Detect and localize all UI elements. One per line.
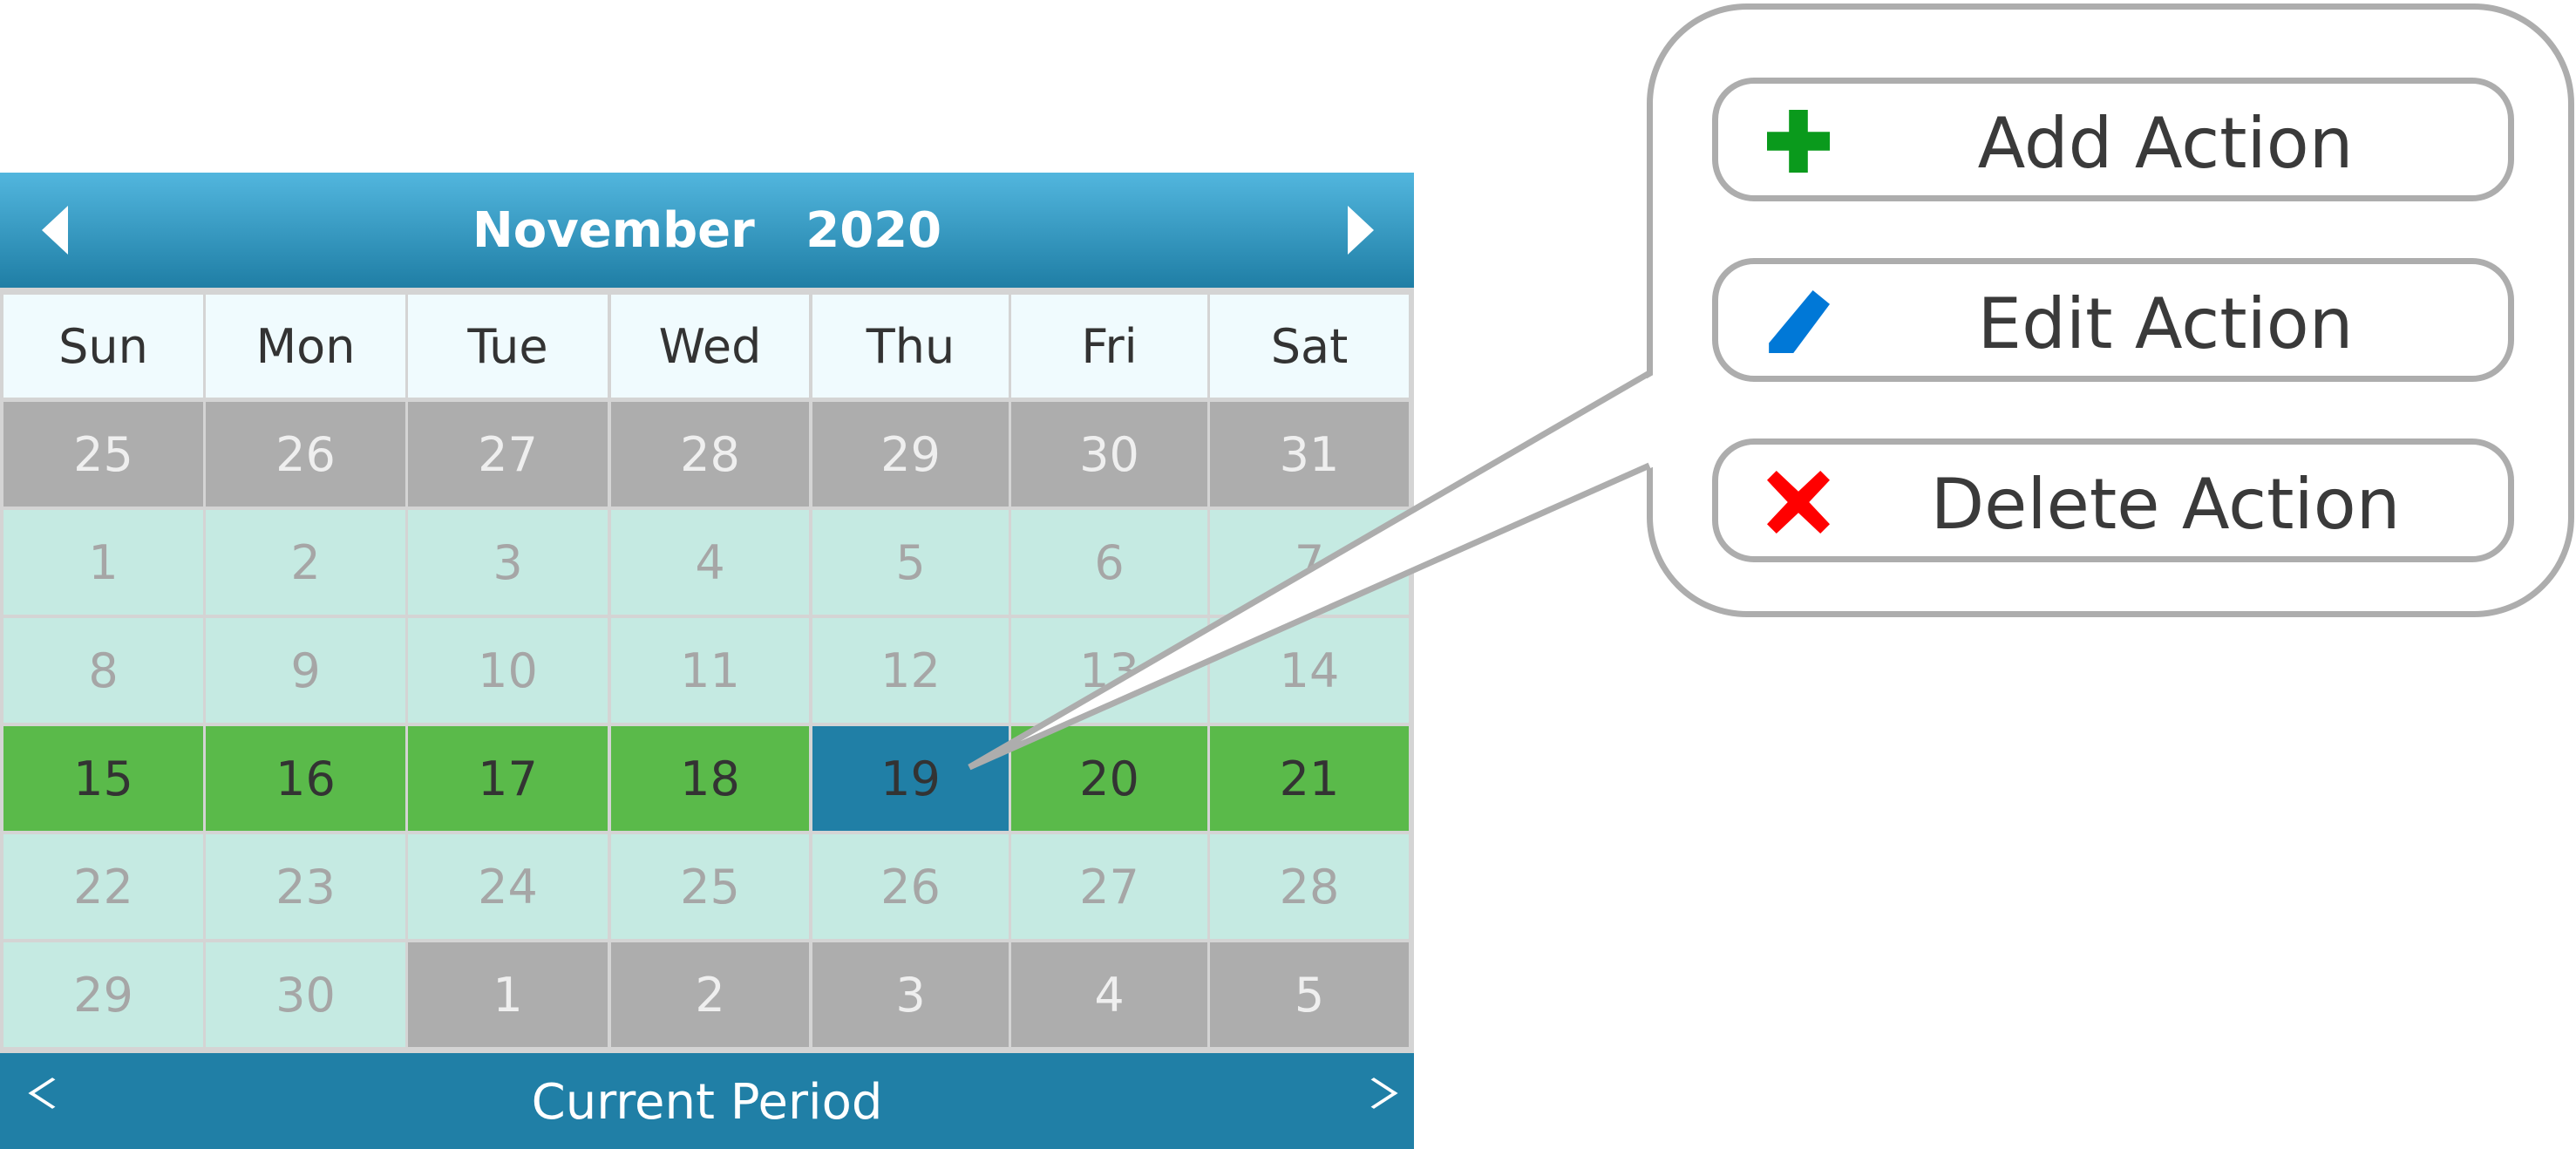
add-action-label: Add Action <box>1977 103 2354 184</box>
day-cell[interactable]: 1 <box>408 942 608 1047</box>
day-cell[interactable]: 13 <box>1011 618 1207 723</box>
delete-action-label: Delete Action <box>1930 464 2401 545</box>
day-cell-selected[interactable]: 19 <box>812 726 1009 831</box>
day-cell[interactable]: 21 <box>1210 726 1409 831</box>
weekday-header-fri: Fri <box>1011 295 1207 398</box>
weekday-header-sat: Sat <box>1210 295 1409 398</box>
add-action-button[interactable]: Add Action <box>1712 78 2514 201</box>
day-cell[interactable]: 3 <box>408 510 608 615</box>
day-cell[interactable]: 10 <box>408 618 608 723</box>
next-month-arrow-icon[interactable] <box>1348 206 1374 255</box>
calendar-footer: Current Period <box>0 1053 1414 1149</box>
day-cell[interactable]: 27 <box>1011 834 1207 939</box>
day-cell[interactable]: 26 <box>206 402 405 507</box>
pencil-icon <box>1769 290 1830 353</box>
day-cell[interactable]: 20 <box>1011 726 1207 831</box>
day-cell[interactable]: 8 <box>3 618 203 723</box>
day-cell[interactable]: 5 <box>812 510 1009 615</box>
day-cell[interactable]: 14 <box>1210 618 1409 723</box>
month-year-title: November 2020 <box>472 202 942 259</box>
day-cell[interactable]: 31 <box>1210 402 1409 507</box>
day-cell[interactable]: 15 <box>3 726 203 831</box>
day-cell[interactable]: 22 <box>3 834 203 939</box>
day-cell[interactable]: 17 <box>408 726 608 831</box>
day-cell[interactable]: 28 <box>1210 834 1409 939</box>
edit-action-button[interactable]: Edit Action <box>1712 258 2514 382</box>
weekday-header-sun: Sun <box>3 295 203 398</box>
day-cell[interactable]: 9 <box>206 618 405 723</box>
day-cell[interactable]: 25 <box>3 402 203 507</box>
day-cell[interactable]: 6 <box>1011 510 1207 615</box>
calendar-header: November 2020 <box>0 173 1414 288</box>
day-cell[interactable]: 4 <box>611 510 809 615</box>
day-cell[interactable]: 23 <box>206 834 405 939</box>
prev-month-arrow-icon[interactable] <box>42 206 68 255</box>
day-cell[interactable]: 4 <box>1011 942 1207 1047</box>
day-cell[interactable]: 5 <box>1210 942 1409 1047</box>
day-cell[interactable]: 18 <box>611 726 809 831</box>
current-period-button[interactable]: Current Period <box>531 1074 883 1131</box>
day-cell[interactable]: 30 <box>1011 402 1207 507</box>
day-cell[interactable]: 2 <box>611 942 809 1047</box>
day-cell[interactable]: 12 <box>812 618 1009 723</box>
weekday-header-wed: Wed <box>611 295 809 398</box>
edit-action-label: Edit Action <box>1977 283 2354 364</box>
day-cell[interactable]: 26 <box>812 834 1009 939</box>
day-cell[interactable]: 16 <box>206 726 405 831</box>
delete-action-button[interactable]: Delete Action <box>1712 439 2514 562</box>
x-icon <box>1767 471 1830 534</box>
day-cell[interactable]: 24 <box>408 834 608 939</box>
day-cell[interactable]: 3 <box>812 942 1009 1047</box>
weekday-header-tue: Tue <box>408 295 608 398</box>
plus-icon <box>1767 110 1830 173</box>
day-cell[interactable]: 7 <box>1210 510 1409 615</box>
calendar: November 2020 Sun Mon Tue Wed Thu Fri Sat 25 26 2… <box>0 173 1414 1149</box>
day-cell[interactable]: 2 <box>206 510 405 615</box>
weekday-header-thu: Thu <box>812 295 1009 398</box>
day-cell[interactable]: 25 <box>611 834 809 939</box>
day-cell[interactable]: 29 <box>812 402 1009 507</box>
day-cell[interactable]: 27 <box>408 402 608 507</box>
weekday-header-mon: Mon <box>206 295 405 398</box>
day-cell[interactable]: 11 <box>611 618 809 723</box>
day-cell[interactable]: 29 <box>3 942 203 1047</box>
day-cell[interactable]: 30 <box>206 942 405 1047</box>
day-cell[interactable]: 1 <box>3 510 203 615</box>
day-cell[interactable]: 28 <box>611 402 809 507</box>
